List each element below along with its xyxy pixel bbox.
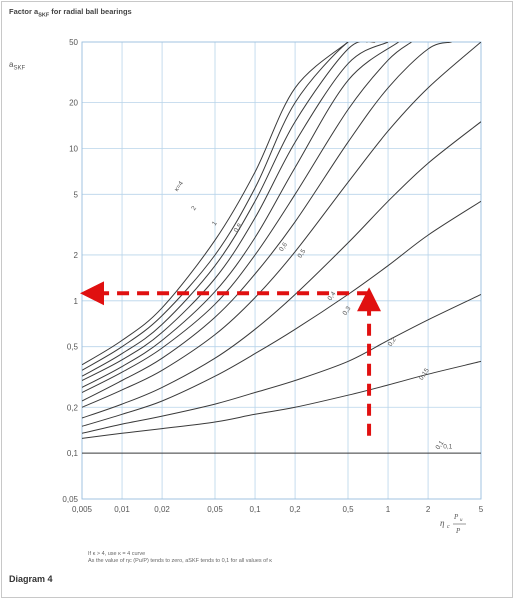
footnote-line-1: If κ > 4, use κ = 4 curve — [88, 551, 146, 557]
x-tick-label: 0,05 — [207, 505, 223, 514]
curve-series — [82, 42, 376, 377]
curve-series — [82, 121, 481, 419]
curves — [82, 42, 481, 454]
y-tick-label: 1 — [74, 297, 79, 306]
y-tick-label: 20 — [69, 99, 78, 108]
curve-label: 0,1 — [435, 439, 446, 451]
y-tick-label: 10 — [69, 144, 78, 153]
tick-labels: 0,005 0,01 0,02 0,05 0,1 0,2 0,5 1 2 5 0,05 0,1 0,2 0… — [62, 38, 483, 514]
y-tick-label: 0,1 — [67, 449, 79, 458]
x-tick-label: 0,2 — [290, 505, 302, 514]
x-tick-label: 0,1 — [249, 505, 261, 514]
svg-text:η: η — [440, 518, 445, 528]
curve-label: 0,3 — [342, 305, 353, 317]
svg-text:c: c — [447, 524, 450, 530]
y-tick-label: 5 — [74, 190, 79, 199]
red-dashed-arrows — [80, 281, 382, 436]
diagram-label: Diagram 4 — [9, 574, 53, 584]
curve-label: 0,1 — [443, 444, 452, 451]
curve-series — [82, 42, 481, 408]
y-tick-label: 0,5 — [67, 343, 79, 352]
curve-label: κ=4 — [173, 180, 185, 193]
curve-series — [82, 360, 481, 439]
axes — [81, 41, 482, 500]
x-tick-label: 0,01 — [114, 505, 130, 514]
y-tick-label: 50 — [69, 38, 78, 47]
x-tick-label: 0,005 — [72, 505, 93, 514]
curve-label: 0,5 — [296, 248, 307, 260]
x-tick-label: 0,5 — [342, 505, 354, 514]
curve-series — [82, 294, 481, 434]
curve-label: 1 — [211, 220, 219, 227]
x-tick-label: 0,02 — [154, 505, 170, 514]
curve-label: 0,8 — [233, 222, 244, 234]
curve-series — [82, 42, 412, 393]
curve-label: 0,2 — [387, 336, 398, 348]
x-tick-label: 5 — [479, 505, 484, 514]
svg-text:P: P — [455, 527, 461, 535]
footnote-line-2: As the value of ηc (Pu/P) tends to zero,… — [88, 558, 273, 564]
curve-label: 0,4 — [327, 290, 338, 302]
x-tick-label: 1 — [386, 505, 391, 514]
grid — [81, 41, 482, 500]
svg-text:u: u — [460, 518, 463, 523]
curve-series — [82, 42, 389, 381]
svg-text:P: P — [453, 513, 459, 521]
x-axis-label-group: η c P u P — [440, 513, 466, 535]
curve-series — [82, 42, 452, 402]
curve-label: 0,6 — [278, 241, 289, 253]
chart-title: Factor aSKF for radial ball bearings — [9, 7, 132, 19]
curve-series — [82, 42, 399, 388]
curve-series — [82, 42, 349, 366]
curve-series — [82, 200, 481, 427]
plot-area — [81, 41, 482, 500]
y-tick-label: 2 — [74, 251, 79, 260]
x-tick-label: 2 — [426, 505, 431, 514]
y-tick-label: 0,2 — [67, 403, 79, 412]
y-tick-label: 0,05 — [62, 495, 78, 504]
curve-label: 2 — [190, 205, 198, 212]
y-axis-label: aSKF — [9, 60, 26, 72]
footnote: If κ > 4, use κ = 4 curve As the value o… — [88, 551, 272, 565]
curve-series — [82, 42, 368, 371]
